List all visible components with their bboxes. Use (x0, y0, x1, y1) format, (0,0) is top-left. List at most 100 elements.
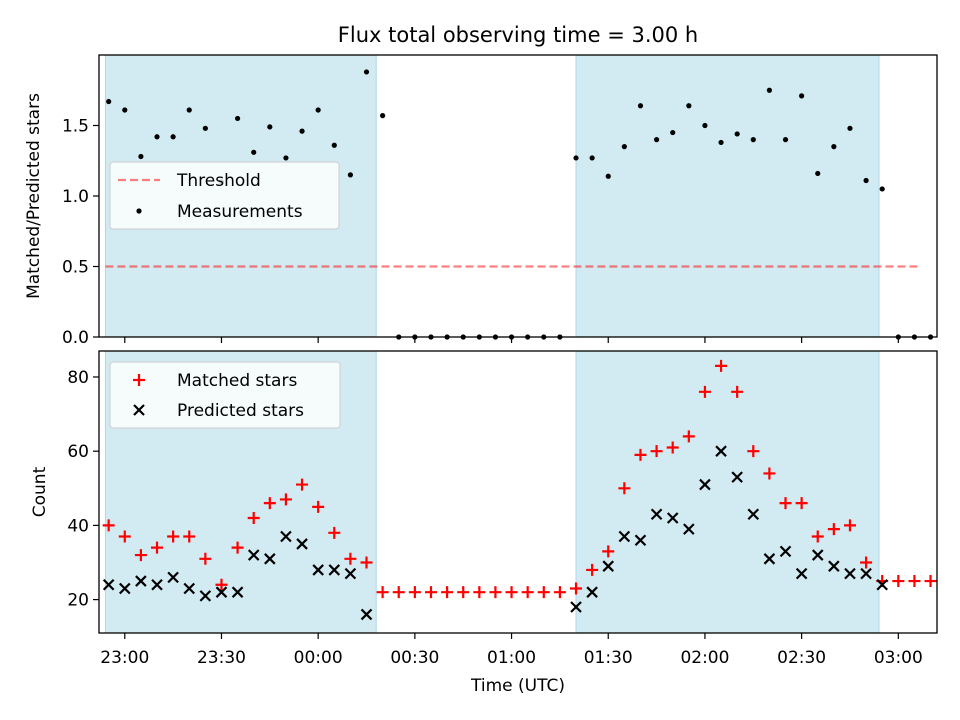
matched-star-point (827, 523, 840, 536)
top-x-ticks (124, 337, 899, 343)
predicted-star-point (763, 553, 776, 565)
matched-star-point (618, 482, 631, 495)
measurement-point (106, 98, 112, 105)
x-tick-label: 03:00 (874, 648, 923, 668)
shaded-interval (575, 350, 880, 634)
matched-star-point (779, 497, 792, 510)
measurement-point (734, 131, 740, 137)
predicted-star-point (215, 586, 228, 598)
matched-star-point (392, 586, 405, 599)
matched-star-point (602, 545, 615, 558)
matched-star-point (263, 497, 276, 510)
matched-star-point (537, 586, 550, 599)
threshold-legend-label: Threshold (176, 171, 261, 191)
top-y-axis-label: Matched/Predicted stars (24, 93, 44, 299)
matched-star-point (698, 385, 711, 398)
x-tick-label: 23:30 (197, 648, 246, 668)
matched-star-point (118, 530, 131, 543)
measurement-point (380, 113, 386, 119)
measurement-point (154, 134, 160, 140)
matched-star-point (892, 575, 905, 588)
matched-star-point (634, 448, 647, 461)
predicted-star-point (731, 471, 743, 483)
measurement-point (299, 128, 305, 134)
predicted-star-point (618, 530, 631, 543)
shaded-interval (575, 54, 880, 338)
matched-star-point (424, 586, 437, 599)
matched-star-point (731, 385, 744, 398)
predicted-star-point (650, 508, 663, 521)
predicted-star-point (102, 578, 115, 591)
matched-star-point (344, 552, 357, 565)
matched-star-point (650, 445, 663, 458)
predicted-star-point (747, 508, 760, 521)
predicted-star-point (328, 564, 341, 576)
measurement-point (702, 122, 708, 129)
matched-star-point (795, 497, 808, 510)
predicted-star-point (296, 538, 308, 550)
predicted-star-point (666, 512, 679, 524)
bottom-legend-box (109, 361, 341, 429)
measurement-point (138, 153, 144, 160)
bottom-y-ticks: 20 40 60 80 (67, 368, 99, 611)
measurement-point (815, 170, 821, 177)
measurement-point (331, 142, 337, 148)
matched-star-point (215, 578, 228, 591)
predicted-star-point (280, 530, 292, 543)
matched-star-point (811, 530, 824, 543)
x-tick-label: 02:00 (680, 648, 729, 668)
matched-star-point (570, 582, 583, 595)
matched-star-point (312, 500, 325, 513)
measurement-point (589, 155, 595, 161)
predicted-legend-label: Predicted stars (177, 401, 304, 421)
measurement-point (315, 107, 321, 113)
predicted-star-point (828, 560, 840, 572)
measurements-legend-label: Measurements (177, 202, 303, 222)
predicted-star-point (167, 571, 179, 584)
predicted-star-point (151, 578, 163, 591)
matched-star-point (376, 586, 389, 599)
matched-legend-swatch (133, 374, 145, 386)
predicted-star-point (602, 560, 615, 572)
bottom-x-ticks: 23:00 23:30 00:00 00:30 01:00 01:30 02:00 02:30… (100, 633, 923, 668)
y-tick-label: 0.5 (62, 258, 89, 278)
matched-star-point (747, 445, 760, 458)
matched-star-point (360, 556, 373, 569)
matched-star-point (924, 575, 937, 588)
matched-star-point (715, 359, 728, 372)
predicted-star-point (844, 567, 856, 580)
measurement-point (718, 139, 724, 146)
measurement-point (621, 144, 627, 150)
bottom-shaded-regions (104, 350, 880, 634)
y-tick-label: 80 (67, 368, 89, 388)
measurement-point (799, 93, 805, 99)
predicted-star-point (199, 590, 212, 602)
matched-star-point (408, 586, 421, 599)
predicted-star-point (699, 478, 711, 491)
matched-star-point (763, 467, 776, 480)
predicted-star-point (360, 608, 373, 621)
measurement-points (106, 69, 934, 340)
x-tick-label: 01:00 (487, 648, 536, 668)
measurement-point (831, 144, 837, 150)
measurement-point (782, 137, 789, 143)
predicted-star-point (683, 523, 695, 535)
x-tick-label: 23:00 (100, 648, 149, 668)
predicted-star-point (183, 582, 196, 595)
matched-star-point (102, 519, 115, 532)
predicted-star-point (344, 567, 357, 580)
y-tick-label: 60 (67, 442, 89, 462)
measurement-point (283, 155, 289, 161)
matched-star-point (843, 519, 856, 532)
measurement-point (122, 107, 128, 113)
measurement-point (766, 87, 773, 93)
matched-star-point (489, 586, 502, 599)
predicted-star-point (119, 582, 131, 595)
bottom-legend: Matched stars Predicted stars (109, 361, 341, 429)
measurement-point (605, 173, 611, 179)
y-tick-label: 40 (67, 516, 89, 536)
x-tick-label: 02:30 (777, 648, 826, 668)
predicted-star-point (570, 601, 582, 613)
bottom-y-axis-label: Count (30, 466, 50, 517)
measurement-point (750, 137, 756, 143)
